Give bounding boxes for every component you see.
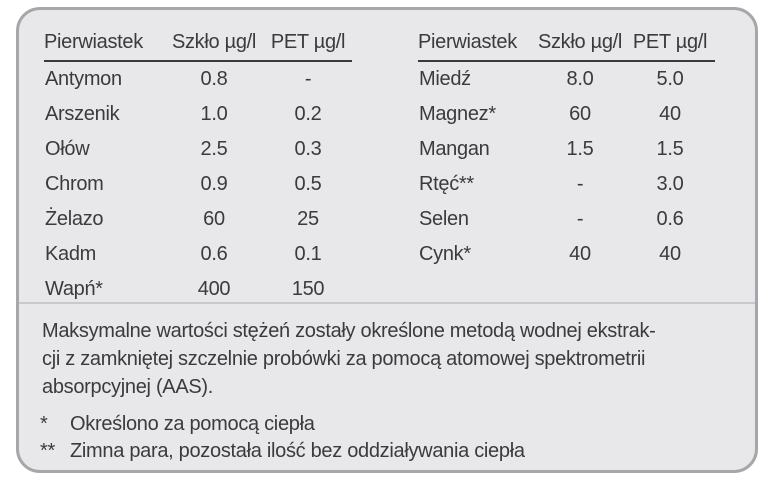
glass-value-cell: 1.5 xyxy=(566,138,594,160)
glass-value-cell: 8.0 xyxy=(566,68,594,90)
element-name-cell: Magnez* xyxy=(419,103,496,125)
glass-value-cell: 0.9 xyxy=(200,173,228,195)
element-name-cell: Selen xyxy=(419,208,469,230)
pet-value-cell: 25 xyxy=(297,208,319,230)
pet-value-cell: 0.5 xyxy=(294,173,322,195)
glass-value-cell: 60 xyxy=(203,208,225,230)
glass-value-cell: 400 xyxy=(197,278,231,300)
column-header-glass: Szkło µg/l xyxy=(164,30,264,62)
pet-value-cell: 0.3 xyxy=(294,138,322,160)
footnote-marker: ** xyxy=(40,440,55,462)
info-panel: Pierwiastek Szkło µg/l PET µg/l Antymon … xyxy=(16,7,758,473)
footnote: ** Zimna para, pozostała ilość bez oddzi… xyxy=(40,438,740,465)
element-name-cell: Cynk* xyxy=(419,243,471,265)
pet-value-cell: 150 xyxy=(291,278,325,300)
method-note: Maksymalne wartości stężeń zostały okreś… xyxy=(42,317,742,401)
element-name-cell: Żelazo xyxy=(45,208,104,230)
elements-table-left: Pierwiastek Szkło µg/l PET µg/l Antymon … xyxy=(44,30,352,307)
element-name-cell: Rtęć** xyxy=(419,173,474,195)
element-name-cell: Mangan xyxy=(419,138,490,160)
table-row: Antymon 0.8 - xyxy=(44,61,352,97)
pet-value-cell: 0.1 xyxy=(294,243,322,265)
glass-value-cell: - xyxy=(576,208,584,230)
pet-value-cell: 0.6 xyxy=(656,208,684,230)
element-name-cell: Kadm xyxy=(45,243,97,265)
element-name-cell: Miedź xyxy=(419,68,471,90)
glass-value-cell: - xyxy=(576,173,584,195)
table-header-row: Pierwiastek Szkło µg/l PET µg/l xyxy=(418,30,715,62)
footnote-text: Określono za pomocą ciepła xyxy=(70,413,315,435)
table-header-row: Pierwiastek Szkło µg/l PET µg/l xyxy=(44,30,352,62)
pet-value-cell: 1.5 xyxy=(656,138,684,160)
pet-value-cell: 0.2 xyxy=(294,103,322,125)
glass-value-cell: 40 xyxy=(569,243,591,265)
column-header-pet: PET µg/l xyxy=(264,30,352,62)
table-row: Rtęć** - 3.0 xyxy=(418,167,715,202)
section-divider xyxy=(19,302,755,304)
method-note-line: cji z zamkniętej szczelnie probówki za p… xyxy=(42,348,646,370)
footnote-marker: * xyxy=(40,413,48,435)
element-name-cell: Antymon xyxy=(45,68,122,90)
glass-value-cell: 0.8 xyxy=(200,68,228,90)
glass-value-cell: 60 xyxy=(569,103,591,125)
table-row: Arszenik 1.0 0.2 xyxy=(44,97,352,132)
table-row: Kadm 0.6 0.1 xyxy=(44,237,352,272)
table-row: Selen - 0.6 xyxy=(418,202,715,237)
table-row: Magnez* 60 40 xyxy=(418,97,715,132)
element-name-cell: Wapń* xyxy=(45,278,103,300)
footnote: * Określono za pomocą ciepła xyxy=(40,411,740,438)
element-name-cell: Arszenik xyxy=(45,103,120,125)
glass-value-cell: 2.5 xyxy=(200,138,228,160)
glass-value-cell: 0.6 xyxy=(200,243,228,265)
table-row: Miedź 8.0 5.0 xyxy=(418,61,715,97)
table-row: Chrom 0.9 0.5 xyxy=(44,167,352,202)
pet-value-cell: - xyxy=(304,68,312,90)
column-header-glass: Szkło µg/l xyxy=(535,30,625,62)
pet-value-cell: 3.0 xyxy=(656,173,684,195)
method-note-line: Maksymalne wartości stężeń zostały okreś… xyxy=(42,320,656,342)
column-header-element: Pierwiastek xyxy=(44,30,164,62)
method-note-line: absorpcyjnej (AAS). xyxy=(42,376,214,398)
footnote-text: Zimna para, pozostała ilość bez oddziały… xyxy=(70,440,525,462)
glass-value-cell: 1.0 xyxy=(200,103,228,125)
pet-value-cell: 40 xyxy=(659,103,681,125)
element-name-cell: Ołów xyxy=(45,138,90,160)
table-row: Ołów 2.5 0.3 xyxy=(44,132,352,167)
table-row: Wapń* 400 150 xyxy=(44,272,352,307)
table-row: Żelazo 60 25 xyxy=(44,202,352,237)
table-row: Cynk* 40 40 xyxy=(418,237,715,272)
pet-value-cell: 5.0 xyxy=(656,68,684,90)
element-name-cell: Chrom xyxy=(45,173,104,195)
pet-value-cell: 40 xyxy=(659,243,681,265)
elements-table-right: Pierwiastek Szkło µg/l PET µg/l Miedź 8.… xyxy=(418,30,715,272)
column-header-pet: PET µg/l xyxy=(625,30,715,62)
column-header-element: Pierwiastek xyxy=(418,30,535,62)
table-row: Mangan 1.5 1.5 xyxy=(418,132,715,167)
footnotes: * Określono za pomocą ciepła ** Zimna pa… xyxy=(40,411,740,465)
